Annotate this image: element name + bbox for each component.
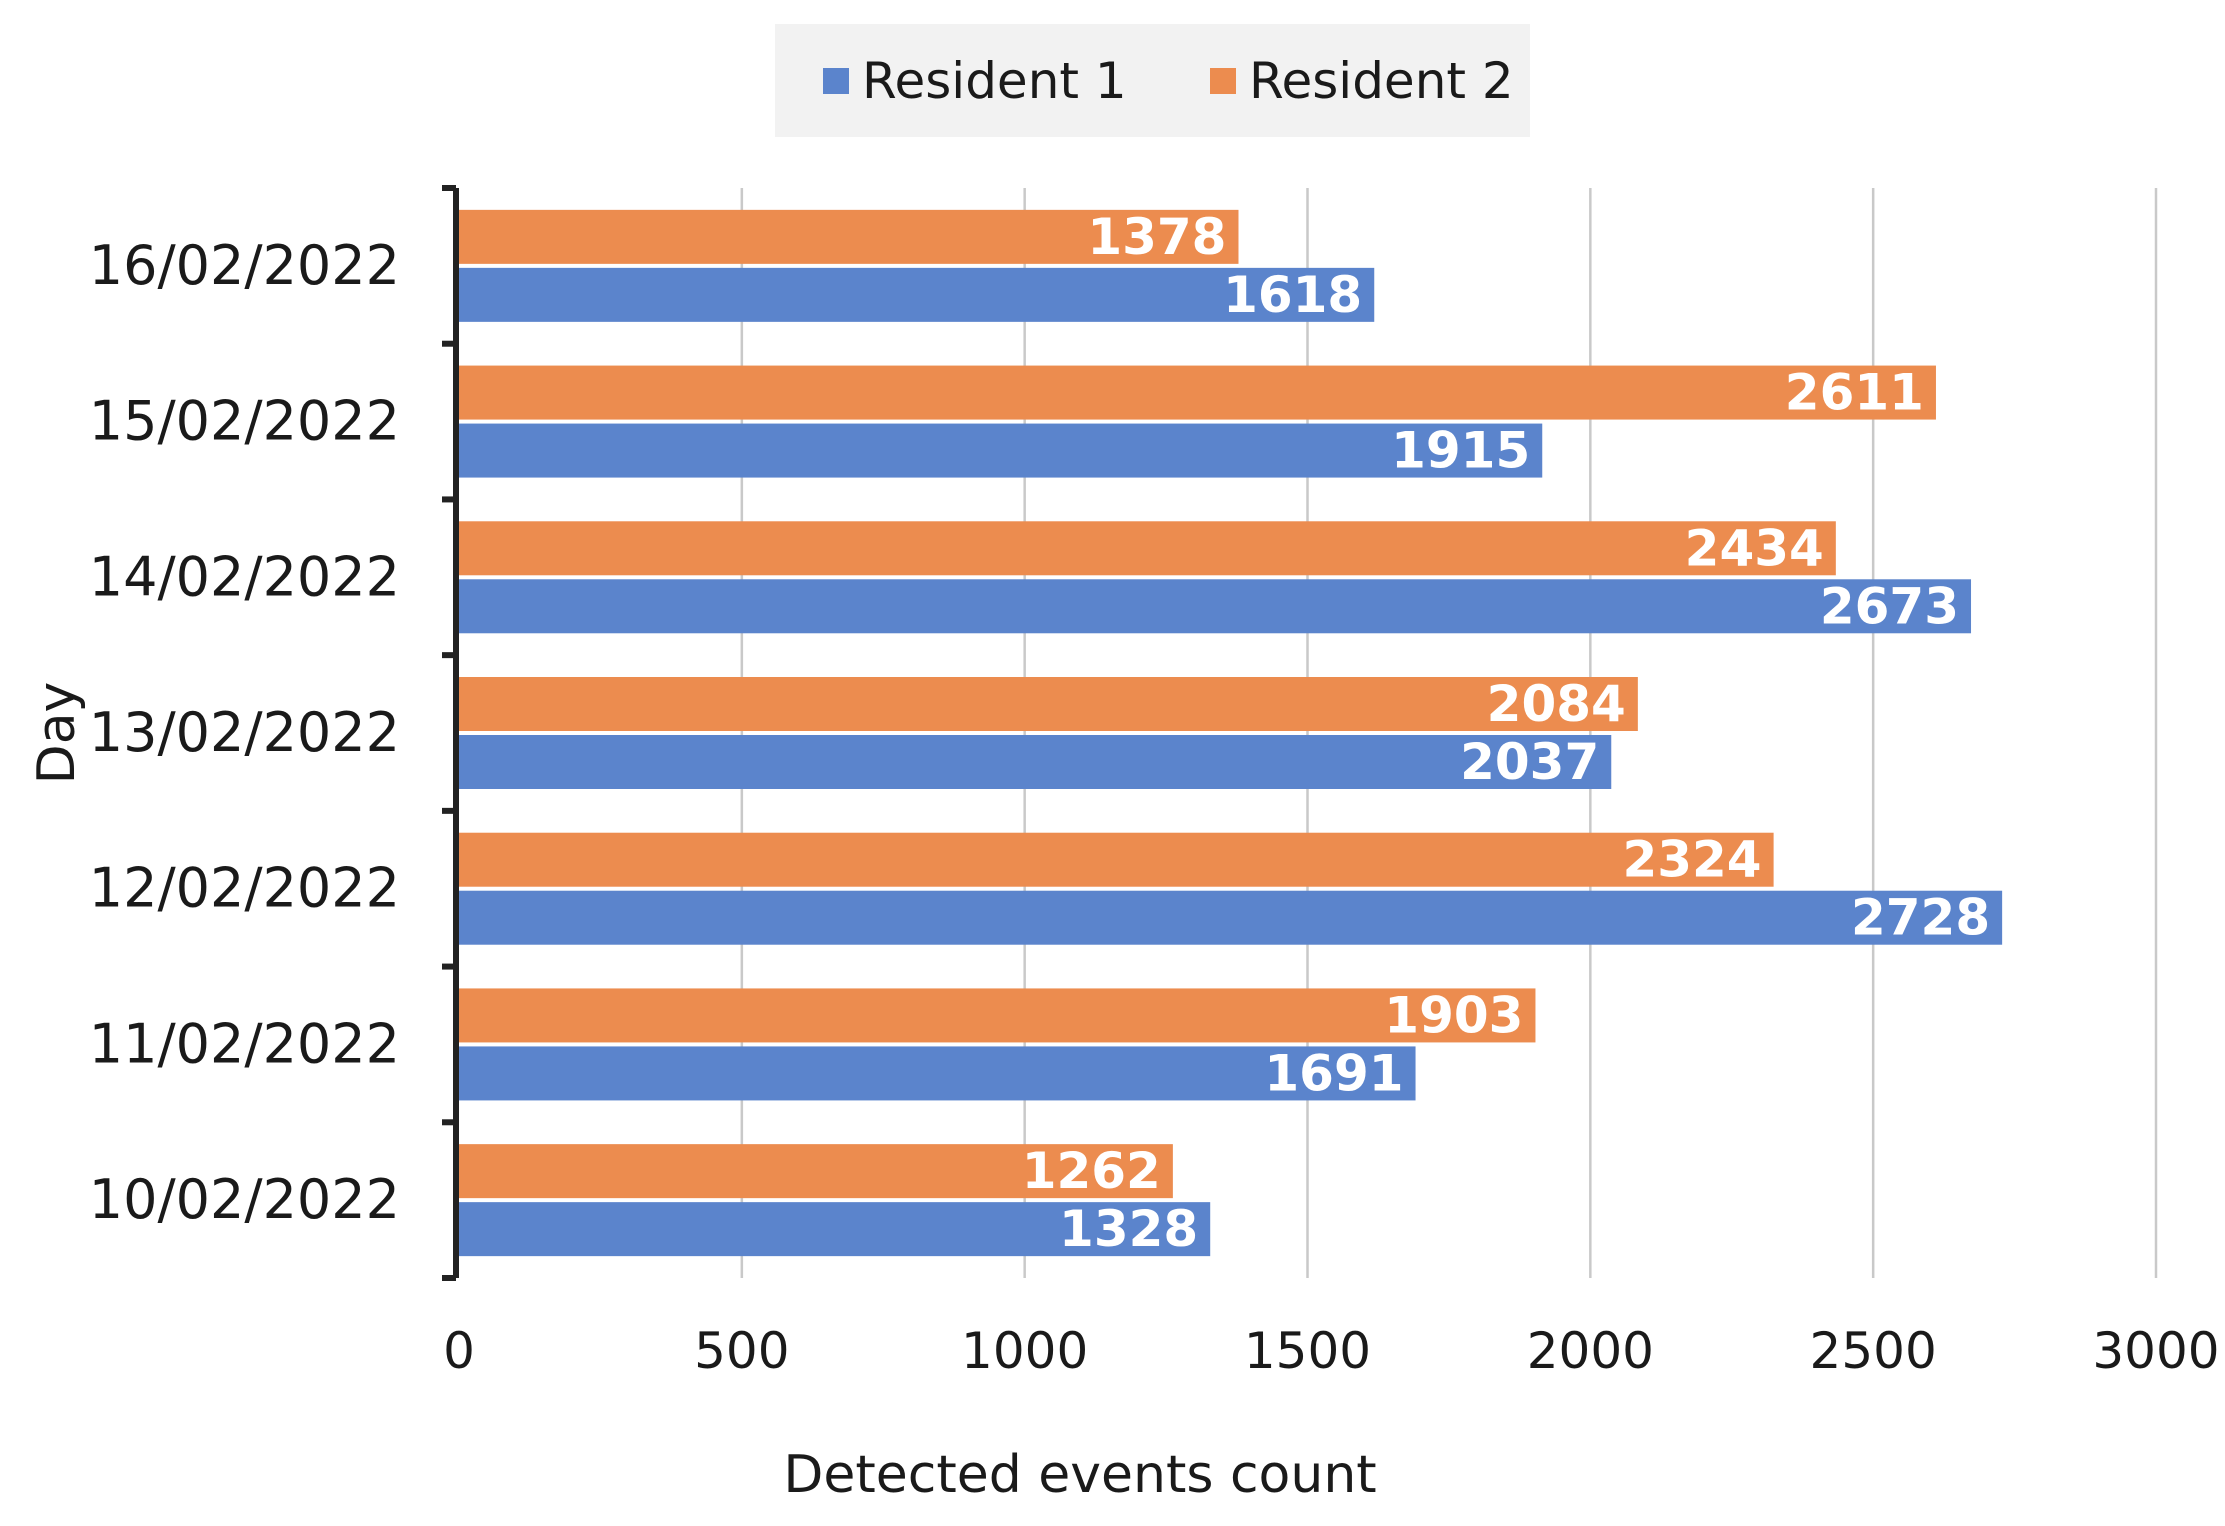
bar-resident-1 (459, 735, 1612, 789)
data-label-resident-2: 1378 (1087, 208, 1226, 266)
y-tick-label: 11/02/2022 (89, 1012, 400, 1075)
legend: Resident 1 Resident 2 (775, 24, 1530, 137)
legend-swatch-resident-2 (1210, 68, 1236, 94)
x-tick-label-2500: 2500 (1810, 1322, 1937, 1380)
data-label-resident-2: 1262 (1022, 1142, 1161, 1200)
data-label-resident-1: 1691 (1264, 1044, 1403, 1102)
x-tick-label-0: 0 (443, 1322, 475, 1380)
data-label-resident-1: 2673 (1820, 577, 1959, 635)
legend-swatch-resident-1 (823, 68, 849, 94)
y-tick-label: 15/02/2022 (89, 390, 400, 453)
bar-resident-1 (459, 423, 1543, 478)
bar-resident-1 (459, 1046, 1416, 1101)
data-label-resident-1: 2728 (1851, 889, 1990, 947)
bar-resident-2 (459, 521, 1836, 576)
data-label-resident-2: 1903 (1384, 986, 1523, 1044)
legend-label-resident-1: Resident 1 (862, 52, 1127, 110)
y-tick-labels: 16/02/2022 15/02/2022 14/02/2022 13/02/2022… (89, 234, 400, 1231)
bar-resident-2 (459, 988, 1536, 1043)
bar-resident-2 (459, 365, 1936, 420)
y-tick-label: 12/02/2022 (89, 857, 400, 920)
x-tick-label-500: 500 (694, 1322, 789, 1380)
bars (459, 209, 2003, 1257)
x-tick-label-1000: 1000 (961, 1322, 1088, 1380)
bar-resident-2 (459, 209, 1239, 264)
legend-background (775, 24, 1530, 137)
data-label-resident-1: 1618 (1223, 266, 1362, 324)
y-tick-label: 13/02/2022 (89, 701, 400, 764)
y-axis (442, 185, 459, 1281)
bar-resident-2 (459, 677, 1638, 731)
x-tick-label-2000: 2000 (1527, 1322, 1654, 1380)
x-tick-labels: 0 500 1000 1500 2000 2500 3000 (443, 1322, 2220, 1380)
y-tick-label: 14/02/2022 (89, 545, 400, 608)
data-label-resident-2: 2611 (1785, 364, 1924, 422)
y-axis-title: Day (27, 682, 87, 785)
bar-resident-1 (459, 1202, 1211, 1257)
legend-label-resident-2: Resident 2 (1249, 52, 1514, 110)
data-label-resident-1: 2037 (1460, 733, 1599, 791)
data-label-resident-1: 1328 (1059, 1200, 1198, 1258)
data-label-resident-2: 2434 (1685, 519, 1824, 577)
y-tick-label: 10/02/2022 (89, 1168, 400, 1231)
grid-lines (740, 188, 2158, 1278)
bar-resident-1 (459, 267, 1375, 322)
bar-resident-1 (459, 890, 2003, 945)
y-tick-label: 16/02/2022 (89, 234, 400, 297)
bar-resident-2 (459, 832, 1774, 887)
bar-resident-1 (459, 579, 1972, 634)
data-label-resident-2: 2324 (1622, 831, 1761, 889)
data-label-resident-1: 1915 (1391, 422, 1530, 480)
x-axis-title: Detected events count (783, 1445, 1376, 1505)
x-tick-label-3000: 3000 (2092, 1322, 2219, 1380)
x-tick-label-1500: 1500 (1244, 1322, 1371, 1380)
bar-resident-2 (459, 1144, 1173, 1199)
data-label-resident-2: 2084 (1487, 675, 1626, 733)
